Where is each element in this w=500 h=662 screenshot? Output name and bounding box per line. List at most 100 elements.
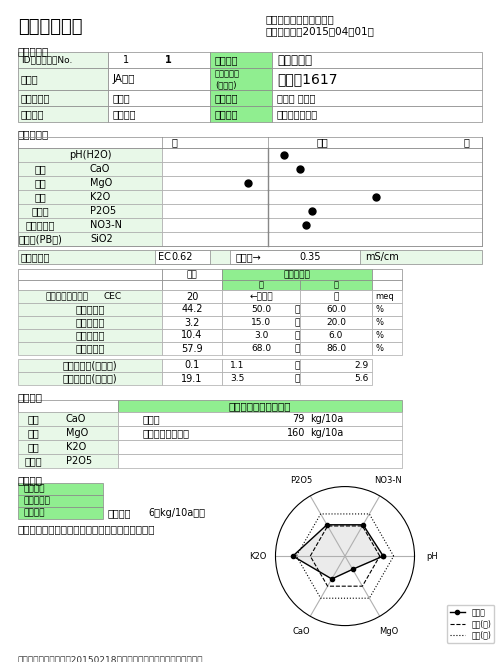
- Text: 完熟肥料: 完熟肥料: [18, 475, 43, 485]
- Bar: [272, 90, 482, 106]
- Bar: [210, 68, 272, 90]
- Text: CaO: CaO: [90, 164, 110, 174]
- Text: 炭カル: 炭カル: [143, 414, 160, 424]
- Bar: [230, 250, 360, 264]
- Text: 1.1: 1.1: [230, 361, 244, 370]
- Text: 石灰: 石灰: [34, 164, 46, 174]
- Text: ～: ～: [294, 344, 300, 353]
- Bar: [118, 440, 402, 454]
- Bar: [18, 269, 162, 280]
- Bar: [18, 400, 118, 412]
- Bar: [18, 190, 162, 204]
- Bar: [18, 303, 162, 316]
- Bar: [18, 204, 162, 218]
- Text: K2O: K2O: [90, 192, 110, 202]
- Text: pH(H2O): pH(H2O): [69, 150, 111, 160]
- Text: 1: 1: [123, 55, 129, 65]
- Polygon shape: [293, 525, 383, 579]
- Bar: [162, 218, 482, 232]
- Text: 2.9: 2.9: [354, 361, 368, 370]
- Bar: [222, 290, 300, 303]
- Bar: [18, 290, 162, 303]
- Bar: [18, 483, 103, 495]
- Bar: [162, 190, 482, 204]
- Text: リン酸: リン酸: [31, 206, 49, 216]
- Bar: [162, 372, 222, 385]
- Bar: [372, 290, 402, 303]
- Text: NO3-N: NO3-N: [90, 220, 122, 230]
- Text: カリ飽和度: カリ飽和度: [76, 330, 104, 340]
- Text: ～: ～: [294, 361, 300, 370]
- Text: 低: 低: [172, 138, 178, 148]
- Text: 圃場市町村: 圃場市町村: [21, 93, 50, 103]
- Text: JA〇〇: JA〇〇: [113, 74, 136, 84]
- Text: ～: ～: [294, 305, 300, 314]
- Text: 結果: 結果: [186, 270, 198, 279]
- Bar: [162, 303, 222, 316]
- Text: 土壌診断結果: 土壌診断結果: [18, 18, 82, 36]
- Legend: 分析値, 適正(低), 適正(高): 分析値, 適正(低), 適正(高): [446, 605, 494, 643]
- Text: 60.0: 60.0: [326, 305, 346, 314]
- Text: 硫酸カリ: 硫酸カリ: [108, 508, 132, 518]
- Bar: [222, 316, 300, 329]
- Text: meq: meq: [375, 292, 394, 301]
- Bar: [222, 269, 372, 280]
- Text: 苦土: 苦土: [27, 428, 39, 438]
- Text: 適止範囲用: 適止範囲用: [284, 270, 310, 279]
- Bar: [300, 359, 372, 372]
- Bar: [300, 329, 372, 342]
- Text: 20.0: 20.0: [326, 318, 346, 327]
- Text: 〇〇市: 〇〇市: [113, 93, 130, 103]
- Bar: [18, 454, 118, 468]
- Text: MgO: MgO: [66, 428, 88, 438]
- Bar: [222, 372, 300, 385]
- Bar: [18, 440, 118, 454]
- Text: 15.0: 15.0: [251, 318, 271, 327]
- Text: 土壌分類: 土壌分類: [215, 109, 238, 119]
- Text: 6.0: 6.0: [329, 331, 343, 340]
- Bar: [272, 52, 482, 68]
- Bar: [300, 316, 372, 329]
- Text: 余剰カリ: 余剰カリ: [23, 508, 44, 518]
- Bar: [162, 329, 222, 342]
- Text: 陽イオン交換容量: 陽イオン交換容量: [46, 292, 89, 301]
- Bar: [155, 250, 210, 264]
- Text: 高: 高: [464, 138, 470, 148]
- Text: 腐植質黒ボク土: 腐植質黒ボク土: [277, 109, 318, 119]
- Text: 10.4: 10.4: [182, 330, 203, 340]
- Text: 施設栽培: 施設栽培: [113, 109, 136, 119]
- Text: リン酸: リン酸: [24, 456, 42, 466]
- Text: 硫酸マグネシウム: 硫酸マグネシウム: [143, 428, 190, 438]
- Text: 生産者名: 生産者名: [215, 55, 238, 65]
- Text: 3.5: 3.5: [230, 374, 244, 383]
- Text: 0.35: 0.35: [299, 252, 321, 262]
- Text: 作目など: 作目など: [215, 93, 238, 103]
- Text: 68.0: 68.0: [251, 344, 271, 353]
- Bar: [222, 280, 300, 290]
- Bar: [372, 303, 402, 316]
- Text: 20: 20: [186, 291, 198, 301]
- Bar: [18, 90, 108, 106]
- Bar: [18, 106, 108, 122]
- Text: 5.6: 5.6: [354, 374, 368, 383]
- Bar: [18, 342, 162, 355]
- Text: CEC: CEC: [103, 292, 121, 301]
- Text: ～: ～: [294, 374, 300, 383]
- Bar: [162, 137, 482, 148]
- Bar: [18, 162, 162, 176]
- Text: 160: 160: [286, 428, 305, 438]
- Text: %: %: [375, 344, 383, 353]
- Bar: [18, 316, 162, 329]
- Bar: [18, 426, 118, 440]
- Bar: [162, 232, 482, 246]
- Bar: [162, 359, 222, 372]
- Bar: [222, 303, 300, 316]
- Bar: [18, 52, 108, 68]
- Bar: [162, 162, 482, 176]
- Bar: [108, 106, 210, 122]
- Bar: [118, 426, 402, 440]
- Bar: [162, 176, 482, 190]
- Bar: [18, 280, 162, 290]
- Text: ←推定値: ←推定値: [249, 292, 273, 301]
- Bar: [108, 90, 210, 106]
